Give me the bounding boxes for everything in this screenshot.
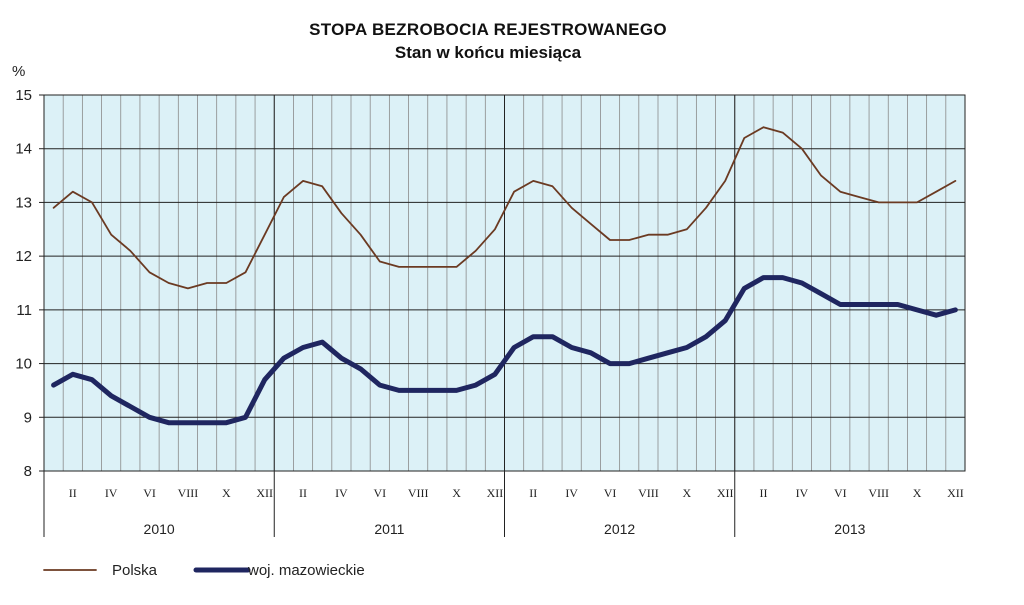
series-lines xyxy=(51,126,958,426)
month-tick-label: VIII xyxy=(178,486,199,500)
legend-label: woj. mazowieckie xyxy=(247,562,365,579)
y-axis: 8 9 10 11 12 13 14 15% xyxy=(12,63,44,480)
month-tick-label: VIII xyxy=(408,486,429,500)
chart-subtitle: Stan w końcu miesiąca xyxy=(394,43,582,62)
month-tick-label: II xyxy=(760,486,768,500)
y-tick-label: 13 xyxy=(15,194,32,211)
series-line xyxy=(51,275,958,426)
series-line xyxy=(52,126,957,290)
y-axis-unit: % xyxy=(12,63,25,80)
month-tick-label: XII xyxy=(487,486,504,500)
month-tick-label: VI xyxy=(604,486,617,500)
month-tick-label: II xyxy=(69,486,77,500)
month-tick-label: VI xyxy=(373,486,386,500)
y-tick-label: 8 xyxy=(24,463,32,480)
y-tick-label: 12 xyxy=(15,248,32,265)
chart-title: STOPA BEZROBOCIA REJESTROWANEGO xyxy=(309,20,667,39)
y-tick-label: 9 xyxy=(24,409,32,426)
month-tick-label: IV xyxy=(565,486,578,500)
month-tick-label: XII xyxy=(717,486,734,500)
month-tick-label: XII xyxy=(947,486,964,500)
month-tick-label: IV xyxy=(335,486,348,500)
year-label: 2011 xyxy=(374,521,404,537)
month-tick-label: X xyxy=(682,486,691,500)
month-tick-label: VIII xyxy=(868,486,889,500)
year-label: 2010 xyxy=(144,521,175,537)
month-tick-label: X xyxy=(452,486,461,500)
year-separators xyxy=(273,95,736,537)
vertical-gridlines xyxy=(62,95,947,471)
month-tick-label: X xyxy=(913,486,922,500)
month-tick-label: VI xyxy=(143,486,156,500)
y-tick-label: 10 xyxy=(15,356,32,373)
month-tick-label: VIII xyxy=(638,486,659,500)
month-tick-label: II xyxy=(299,486,307,500)
y-tick-label: 14 xyxy=(15,141,32,158)
y-tick-label: 11 xyxy=(16,302,32,319)
month-tick-label: VI xyxy=(834,486,847,500)
year-label: 2012 xyxy=(604,521,635,537)
month-tick-label: II xyxy=(529,486,537,500)
legend: Polska woj. mazowieckie xyxy=(43,562,365,579)
month-tick-label: X xyxy=(222,486,231,500)
y-tick-label: 15 xyxy=(15,87,32,104)
month-tick-label: IV xyxy=(105,486,118,500)
plot-border xyxy=(43,94,966,472)
month-tick-label: IV xyxy=(796,486,809,500)
month-tick-label: XII xyxy=(256,486,273,500)
legend-label: Polska xyxy=(112,562,158,579)
year-label: 2013 xyxy=(834,521,865,537)
